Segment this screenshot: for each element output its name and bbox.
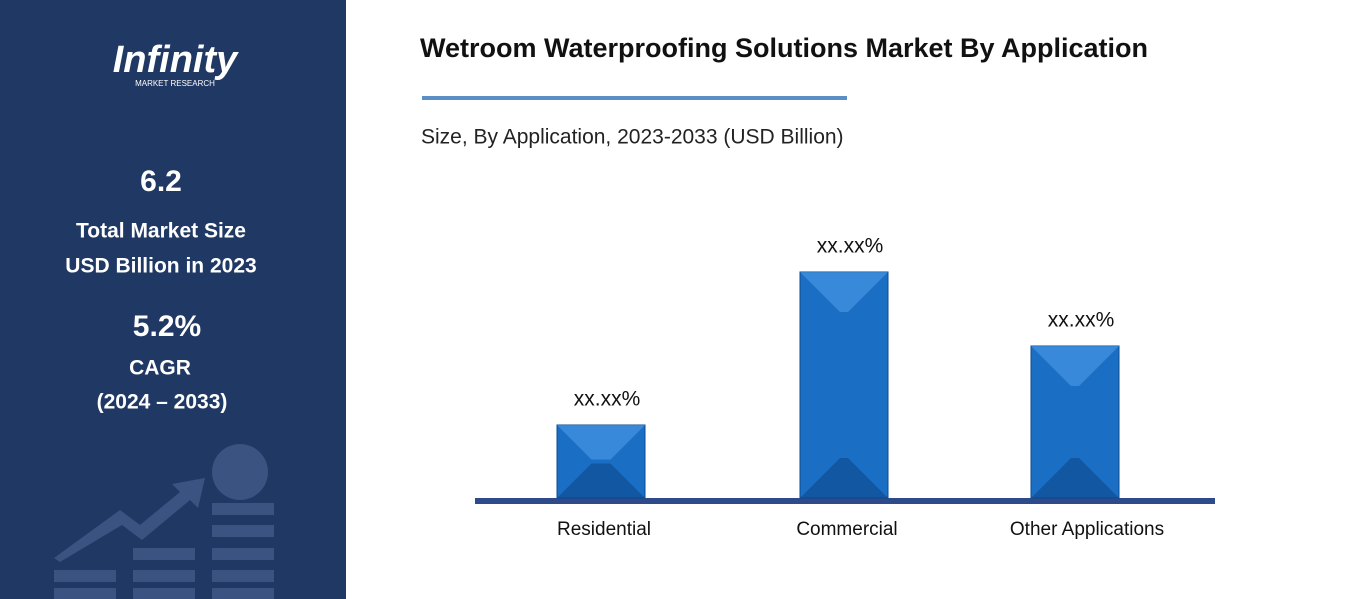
cagr: 5.2%: [133, 310, 201, 343]
market-size-label: USD Billion in 2023: [65, 255, 256, 278]
logo: Infinity: [113, 39, 239, 81]
bar-bevel: [1031, 346, 1119, 386]
logo-sub: MARKET RESEARCH: [135, 79, 215, 88]
bar-bevel: [1031, 458, 1119, 498]
cagr-period: (2024 – 2033): [97, 391, 228, 414]
x-tick-label: Residential: [557, 519, 651, 540]
chart-subtitle: Size, By Application, 2023-2033 (USD Bil…: [421, 126, 844, 149]
value-label: xx.xx%: [1048, 309, 1115, 332]
baseline: [475, 498, 1215, 504]
x-tick-label: Other Applications: [1010, 519, 1164, 540]
market-size-label: Total Market Size: [76, 220, 246, 243]
cagr-label: CAGR: [129, 357, 191, 380]
chart-title: Wetroom Waterproofing Solutions Market B…: [420, 33, 1148, 63]
decor-icon: [54, 444, 274, 599]
market-size: 6.2: [140, 165, 182, 198]
value-label: xx.xx%: [817, 235, 884, 258]
x-tick-label: Commercial: [796, 519, 897, 540]
bar-bevel: [800, 458, 888, 498]
bar-bevel: [557, 425, 645, 460]
title-rule: [422, 96, 847, 100]
value-label: xx.xx%: [574, 388, 641, 411]
bar-bevel: [800, 272, 888, 312]
bar-bevel: [557, 463, 645, 498]
